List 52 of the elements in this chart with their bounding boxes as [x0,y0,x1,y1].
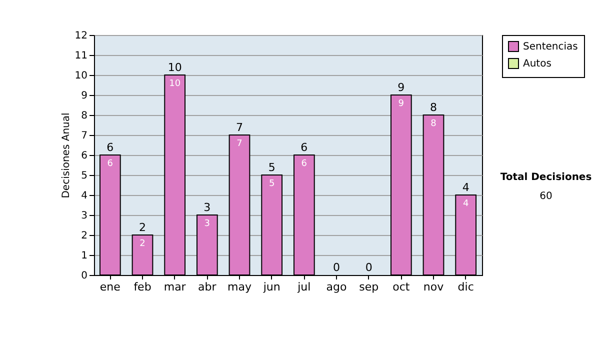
total-label: 4 [462,181,470,194]
y-tick-label: 7 [81,130,88,142]
data-label: 5 [268,179,275,189]
data-label: 9 [398,99,404,109]
x-tick-label: feb [134,280,152,294]
y-tick-label: 1 [81,250,88,262]
y-tick-label: 6 [81,150,88,162]
y-tick-label: 4 [81,190,88,202]
x-tick-label: ago [326,280,347,294]
y-axis-title: Decisiones Anual [60,112,72,198]
total-label: 7 [236,121,243,134]
x-tick-label: nov [423,280,444,294]
data-label: 3 [204,219,210,229]
x-tick-label: jun [262,280,280,294]
x-tick-label: dic [458,280,474,294]
y-tick-label: 12 [74,30,88,42]
total-label: 10 [168,61,182,74]
y-tick-label: 3 [81,210,88,222]
y-tick-label: 8 [81,110,88,122]
legend-label: Autos [523,58,552,70]
x-tick-label: may [228,280,252,294]
y-tick-label: 11 [74,50,88,62]
total-label: 5 [268,161,276,174]
total-label: 8 [430,101,437,114]
total-label: 0 [333,261,340,274]
x-tick-label: mar [164,280,186,294]
data-label: 4 [462,199,469,209]
y-tick-label: 9 [81,90,88,102]
x-tick-label: jul [296,280,311,294]
data-label: 6 [107,159,114,169]
x-tick-label: abr [198,280,217,294]
y-tick-label: 2 [81,230,88,242]
total-label: 3 [204,201,211,214]
text: Total Decisiones [499,172,593,183]
total-label: 9 [398,81,405,94]
text: 60 [538,191,554,202]
data-label: 10 [169,79,181,89]
data-label: 6 [301,159,308,169]
total-label: 2 [139,221,146,234]
data-label: 7 [236,139,242,149]
legend-label: Sentencias [523,42,578,52]
y-tick-label: 0 [81,270,88,282]
y-tick-label: 5 [81,170,88,182]
total-label: 6 [106,141,114,154]
x-tick-label: ene [100,280,121,294]
data-label: 2 [140,239,146,249]
y-tick-label: 10 [74,70,88,82]
data-label: 8 [430,119,437,129]
x-tick-label: oct [392,280,410,294]
total-label: 6 [300,141,308,154]
x-tick-label: sep [359,280,379,294]
total-label: 0 [365,261,372,274]
